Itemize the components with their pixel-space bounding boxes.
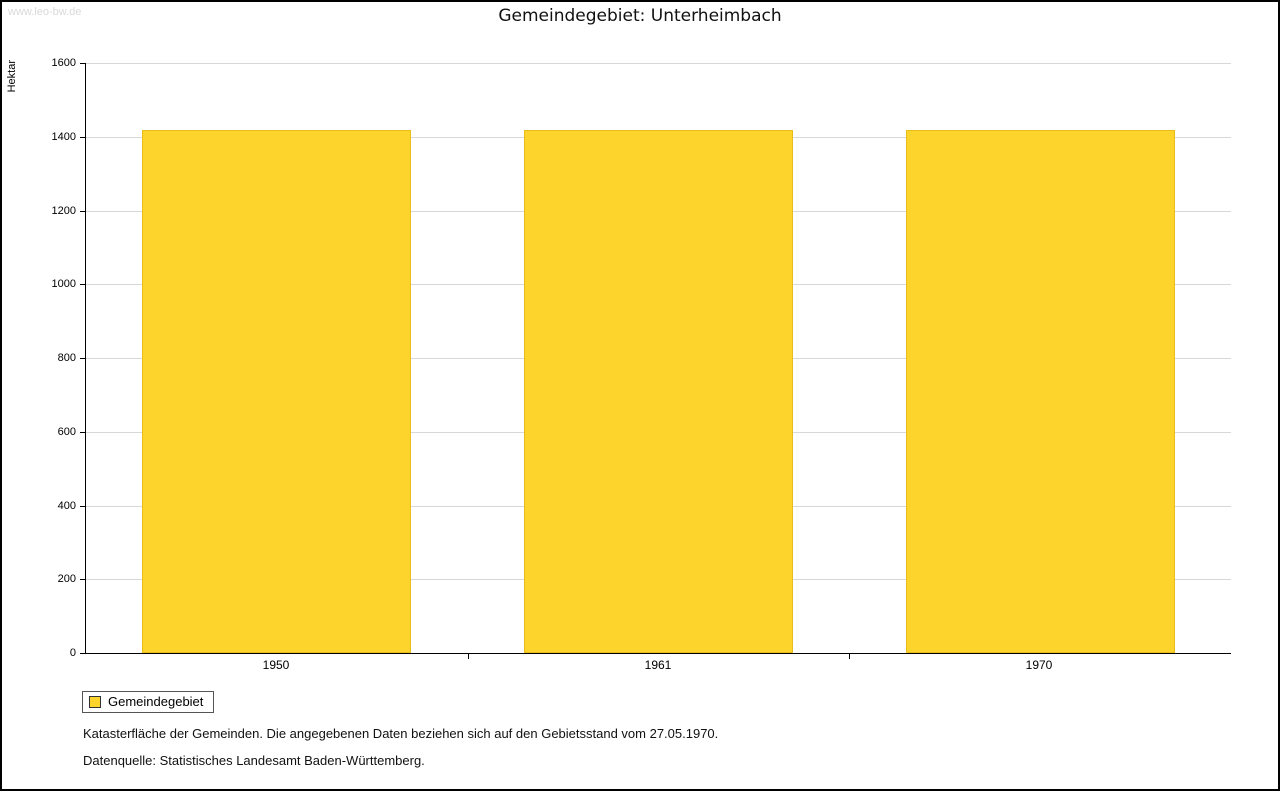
y-axis-tick-label: 400	[57, 500, 76, 512]
gridline	[86, 63, 1231, 64]
y-tick-mark	[80, 137, 86, 138]
chart-title: Gemeindegebiet: Unterheimbach	[498, 6, 782, 26]
y-axis-labels: 0 200 400 600 800 1000 1200 1400 1600	[2, 57, 76, 659]
bar-1961	[524, 130, 793, 653]
y-axis-tick-label: 600	[57, 426, 76, 438]
y-tick-mark	[80, 653, 86, 654]
footnote-source-note: Katasterfläche der Gemeinden. Die angege…	[83, 726, 719, 741]
y-axis-tick-label: 0	[69, 647, 76, 659]
y-tick-mark	[80, 358, 86, 359]
bar-1950	[142, 130, 411, 653]
x-tick-mark	[849, 654, 850, 659]
x-axis-tick-label: 1961	[644, 658, 672, 672]
bar-1970	[906, 130, 1175, 653]
y-tick-mark	[80, 284, 86, 285]
y-axis-tick-label: 1000	[51, 278, 76, 290]
y-tick-mark	[80, 579, 86, 580]
legend-label: Gemeindegebiet	[108, 694, 204, 709]
y-tick-mark	[80, 63, 86, 64]
x-tick-mark	[468, 654, 469, 659]
y-axis-tick-label: 1600	[51, 57, 76, 69]
y-tick-mark	[80, 211, 86, 212]
y-axis-tick-label: 200	[57, 573, 76, 585]
y-axis-tick-label: 800	[57, 352, 76, 364]
x-axis-tick-label: 1970	[1025, 658, 1053, 672]
legend: Gemeindegebiet	[82, 691, 215, 713]
plot-area	[80, 63, 1231, 659]
y-axis-tick-label: 1200	[51, 205, 76, 217]
y-tick-mark	[80, 432, 86, 433]
watermark: www.leo-bw.de	[8, 6, 82, 18]
y-tick-mark	[80, 506, 86, 507]
footnote-data-source: Datenquelle: Statistisches Landesamt Bad…	[83, 753, 425, 768]
x-axis-labels: 1950 1961 1970	[85, 658, 1230, 674]
legend-swatch	[89, 696, 101, 708]
x-axis-tick-label: 1950	[262, 658, 290, 672]
y-axis-tick-label: 1400	[51, 131, 76, 143]
